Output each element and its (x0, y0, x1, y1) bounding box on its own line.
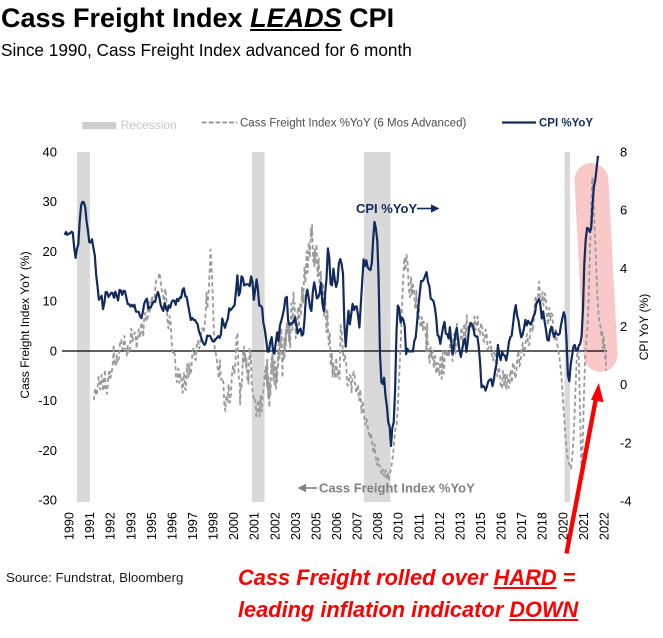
svg-text:-20: -20 (38, 443, 57, 458)
svg-text:2012: 2012 (433, 512, 447, 540)
svg-text:1992: 1992 (104, 512, 118, 540)
svg-text:CPI YoY (%): CPI YoY (%) (637, 294, 651, 360)
svg-text:2011: 2011 (412, 513, 426, 540)
svg-text:0: 0 (50, 343, 57, 358)
svg-text:2021: 2021 (577, 512, 591, 540)
svg-text:20: 20 (43, 244, 57, 259)
svg-text:1997: 1997 (186, 512, 200, 540)
svg-text:2001: 2001 (248, 512, 262, 540)
svg-text:-30: -30 (38, 493, 57, 508)
svg-text:2017: 2017 (515, 512, 529, 540)
svg-text:1990: 1990 (63, 512, 77, 540)
svg-text:Recession: Recession (121, 118, 177, 132)
svg-text:4: 4 (620, 261, 627, 276)
svg-text:2018: 2018 (536, 512, 550, 540)
svg-text:1995: 1995 (145, 512, 159, 540)
svg-text:2005: 2005 (309, 512, 323, 540)
svg-text:2016: 2016 (495, 512, 509, 540)
svg-text:-4: -4 (620, 494, 632, 509)
svg-text:Cass Freight Index YoY (%): Cass Freight Index YoY (%) (18, 251, 32, 398)
svg-text:2: 2 (620, 319, 627, 334)
svg-text:Cass Freight Index %YoY: Cass Freight Index %YoY (319, 481, 475, 496)
svg-text:2022: 2022 (597, 512, 611, 540)
svg-text:8: 8 (620, 144, 627, 159)
svg-text:0: 0 (620, 377, 627, 392)
svg-text:10: 10 (43, 294, 57, 309)
svg-text:2020: 2020 (556, 512, 570, 540)
svg-text:40: 40 (43, 144, 57, 159)
svg-text:2010: 2010 (392, 512, 406, 540)
svg-text:1996: 1996 (165, 512, 179, 540)
svg-text:2013: 2013 (453, 512, 467, 540)
svg-text:1991: 1991 (83, 512, 97, 540)
svg-text:2003: 2003 (289, 512, 303, 540)
svg-text:2002: 2002 (268, 512, 282, 540)
svg-text:2006: 2006 (330, 512, 344, 540)
svg-text:CPI %YoY: CPI %YoY (539, 118, 593, 130)
svg-text:1998: 1998 (207, 512, 221, 540)
svg-text:Cass Freight Index %YoY (6 Mos: Cass Freight Index %YoY (6 Mos Advanced) (240, 118, 466, 130)
svg-text:30: 30 (43, 194, 57, 209)
svg-text:CPI %YoY: CPI %YoY (356, 201, 417, 216)
svg-text:2015: 2015 (474, 512, 488, 540)
svg-text:2008: 2008 (371, 512, 385, 540)
svg-text:2000: 2000 (227, 512, 241, 540)
svg-text:1993: 1993 (124, 512, 138, 540)
svg-text:6: 6 (620, 203, 627, 218)
svg-text:-10: -10 (38, 393, 57, 408)
svg-text:-2: -2 (620, 435, 632, 450)
svg-text:2007: 2007 (351, 512, 365, 540)
